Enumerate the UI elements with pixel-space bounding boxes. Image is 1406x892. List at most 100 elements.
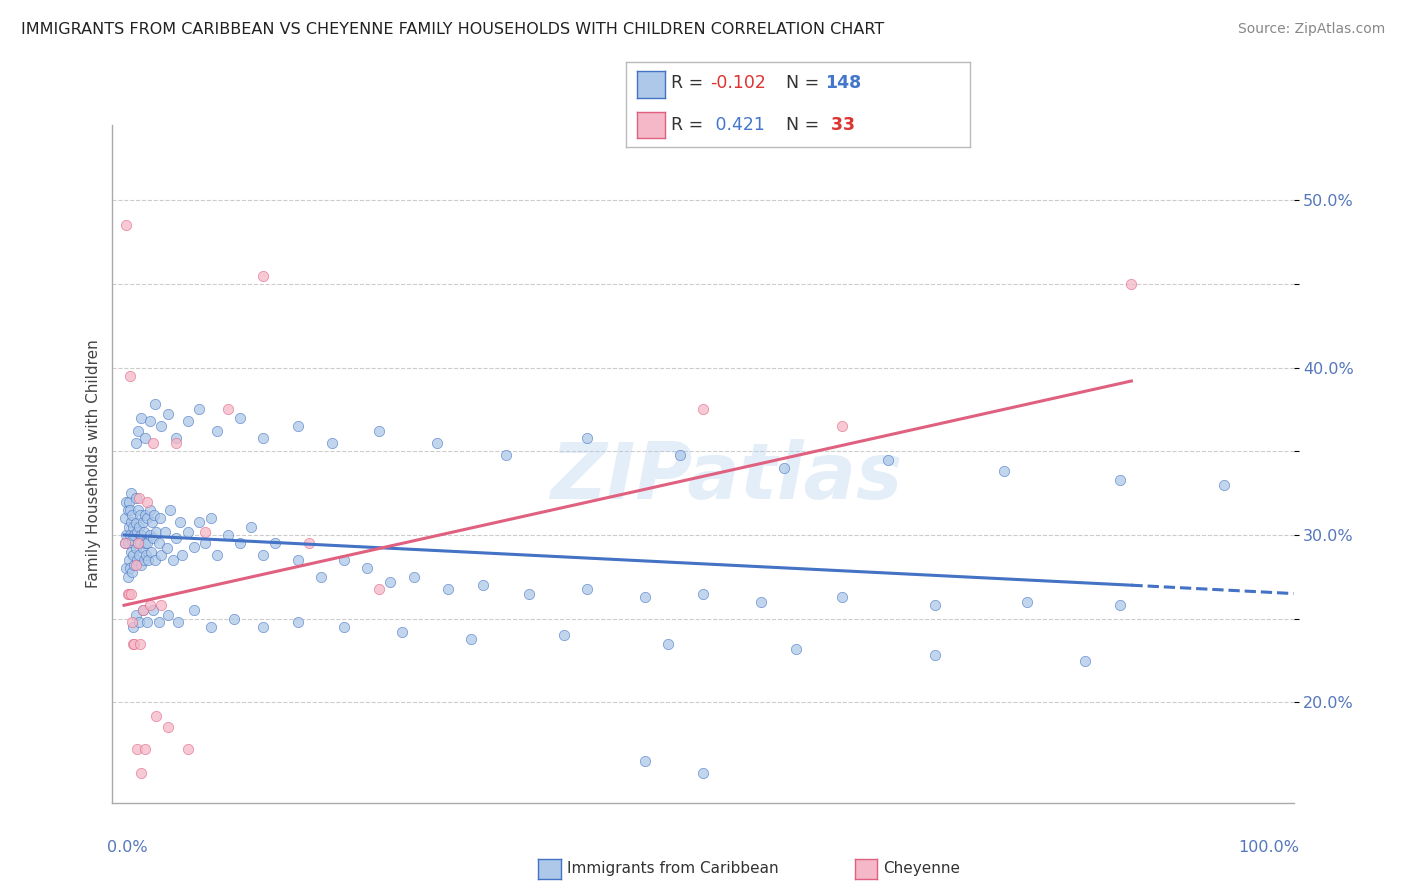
Point [145,708,167,723]
Point [118,561,141,575]
Point [128,519,150,533]
Point [136,615,159,629]
Point [132,524,155,539]
Point [367,424,389,438]
Point [115,494,138,508]
Point [134,508,156,522]
Point [1074,653,1097,667]
Point [117,586,139,600]
Text: 33: 33 [825,116,855,134]
Point [132,553,155,567]
Point [924,648,946,663]
Point [124,558,146,573]
Point [1108,473,1130,487]
Point [121,565,143,579]
Point [287,615,309,629]
Point [128,615,150,629]
Point [127,536,149,550]
Point [576,431,599,445]
Point [143,508,166,522]
Point [367,582,389,596]
Point [157,721,180,735]
Point [134,536,156,550]
Point [118,553,141,567]
Point [115,219,138,233]
Point [170,548,193,562]
Text: IMMIGRANTS FROM CARIBBEAN VS CHEYENNE FAMILY HOUSEHOLDS WITH CHILDREN CORRELATIO: IMMIGRANTS FROM CARIBBEAN VS CHEYENNE FA… [21,22,884,37]
Point [177,742,200,756]
Point [263,536,285,550]
Text: 0.0%: 0.0% [107,840,148,855]
Text: -0.102: -0.102 [710,74,766,92]
Point [131,558,153,573]
Point [165,532,187,546]
Point [125,524,148,539]
Point [222,612,245,626]
Point [692,765,714,780]
Point [129,508,152,522]
Point [749,595,772,609]
Point [169,515,191,529]
Point [177,414,200,428]
Point [240,519,263,533]
Point [125,553,148,567]
Point [205,424,228,438]
Point [634,754,657,768]
Point [115,528,138,542]
Point [177,524,200,539]
Point [576,582,599,596]
Point [138,599,160,613]
Point [129,536,152,550]
Text: Source: ZipAtlas.com: Source: ZipAtlas.com [1237,22,1385,37]
Text: 0.421: 0.421 [710,116,765,134]
Point [877,452,900,467]
Point [125,742,148,756]
Point [183,603,205,617]
Point [217,402,239,417]
Point [162,553,184,567]
Point [134,742,156,756]
Point [131,541,153,556]
Point [380,574,402,589]
Point [426,436,449,450]
Point [252,268,274,283]
Point [135,548,157,562]
Point [356,561,378,575]
Point [124,528,146,542]
Point [141,515,163,529]
Point [153,524,176,539]
Point [692,586,714,600]
Point [118,494,141,508]
Point [437,582,460,596]
Point [120,545,142,559]
Point [391,625,413,640]
Point [142,532,165,546]
Point [118,586,141,600]
Point [156,541,179,556]
Point [124,637,146,651]
Text: R =: R = [671,74,709,92]
Point [321,436,343,450]
Point [692,402,714,417]
Point [472,578,495,592]
Point [122,519,145,533]
Point [127,536,149,550]
Point [127,424,149,438]
Point [149,511,172,525]
Point [120,515,142,529]
Point [167,615,190,629]
Point [159,503,181,517]
Point [124,491,146,505]
Point [122,548,145,562]
Point [252,548,274,562]
Point [517,586,540,600]
Point [136,511,159,525]
Point [138,414,160,428]
Point [124,608,146,623]
Point [298,536,321,550]
Point [669,448,692,462]
Point [127,503,149,517]
Point [165,431,187,445]
Point [831,590,853,604]
Point [188,515,211,529]
